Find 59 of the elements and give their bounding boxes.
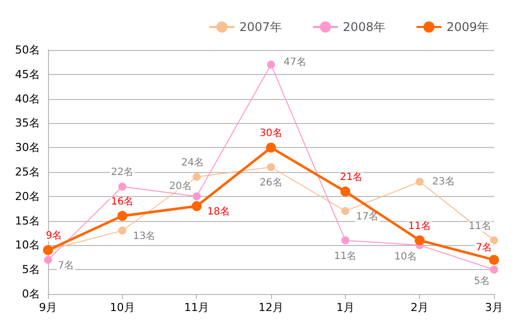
- legend-label: 2009年: [446, 20, 490, 34]
- data-label: 11名: [334, 250, 357, 262]
- y-tick-label: 30名: [15, 141, 40, 154]
- y-tick-label: 40名: [15, 92, 40, 106]
- point: [118, 182, 126, 191]
- point: [416, 178, 424, 186]
- point: [44, 256, 52, 264]
- y-tick-label: 25名: [15, 166, 40, 178]
- data-label: 16名: [110, 195, 134, 208]
- data-label: 23名: [432, 175, 456, 188]
- point: [414, 235, 425, 246]
- legend-label: 2007年: [239, 20, 282, 34]
- data-label: 24名: [181, 156, 204, 168]
- point: [267, 163, 275, 172]
- data-label: 47名: [284, 56, 306, 68]
- data-label: 21名: [340, 171, 363, 184]
- x-tick-label: 1月: [336, 301, 354, 314]
- x-tick-label: 12月: [258, 301, 284, 314]
- y-tick-label: 35名: [15, 116, 40, 130]
- point: [118, 226, 126, 235]
- data-label: 5名: [474, 275, 490, 288]
- data-label: 7名: [476, 241, 492, 254]
- data-label: 18名: [207, 206, 230, 218]
- point: [341, 207, 350, 216]
- data-label: 11名: [468, 220, 492, 232]
- point: [341, 236, 350, 244]
- point: [267, 60, 275, 69]
- point: [490, 236, 498, 244]
- point: [340, 186, 350, 197]
- point: [266, 142, 276, 153]
- point: [489, 254, 499, 265]
- data-label: 17名: [356, 210, 379, 223]
- y-tick-label: 45名: [15, 68, 40, 81]
- data-label: 11名: [408, 220, 432, 232]
- y-tick-label: 5名: [22, 263, 40, 276]
- x-tick-label: 10月: [110, 301, 135, 314]
- x-tick-label: 11月: [184, 301, 210, 314]
- y-tick-label: 20名: [15, 190, 40, 203]
- x-tick-label: 3月: [485, 301, 503, 314]
- data-label: 10名: [394, 250, 418, 263]
- data-label: 13名: [132, 230, 156, 242]
- data-label: 20名: [169, 180, 192, 192]
- legend-label: 2008年: [342, 20, 386, 34]
- data-label: 7名: [58, 259, 74, 272]
- x-tick-label: 2月: [410, 301, 429, 314]
- data-label: 22名: [110, 166, 134, 178]
- point: [117, 210, 128, 221]
- point: [192, 201, 202, 212]
- point: [192, 192, 201, 200]
- data-label: 9名: [46, 230, 62, 242]
- point: [192, 172, 201, 181]
- point: [490, 266, 498, 274]
- y-tick-label: 50名: [15, 44, 40, 56]
- data-label: 30名: [260, 127, 282, 140]
- y-tick-label: 15名: [15, 214, 40, 228]
- y-tick-label: 10名: [15, 238, 40, 252]
- data-label: 26名: [260, 176, 282, 189]
- x-tick-label: 9月: [39, 301, 57, 314]
- y-tick-label: 0名: [22, 288, 40, 300]
